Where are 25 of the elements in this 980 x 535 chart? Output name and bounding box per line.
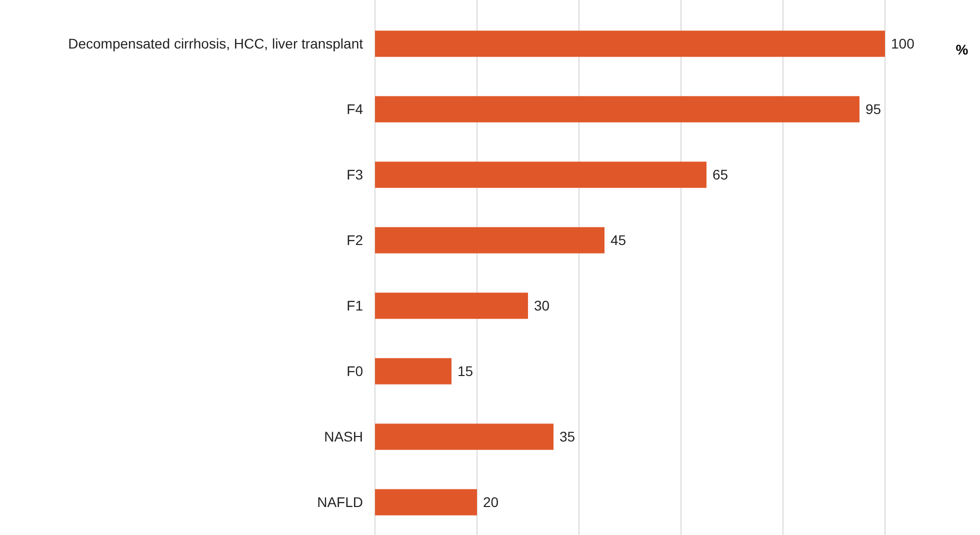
y-tick-label: F0 <box>346 363 364 380</box>
data-label: 15 <box>458 363 474 380</box>
data-label: 30 <box>534 298 550 314</box>
bar <box>375 424 554 450</box>
bar <box>375 30 885 57</box>
y-tick-label: F1 <box>346 298 364 314</box>
y-tick-label: NAFLD <box>317 494 363 510</box>
y-tick-label: Decompensated cirrhosis, HCC, liver transplant <box>68 36 364 52</box>
bar <box>375 227 604 254</box>
bar <box>375 292 528 319</box>
data-label: 65 <box>712 166 728 183</box>
y-tick-label: F2 <box>346 232 364 248</box>
bar <box>375 358 452 384</box>
data-label: 100 <box>891 36 915 52</box>
data-label: 20 <box>483 494 499 510</box>
text: % <box>956 42 969 58</box>
bar <box>375 162 706 188</box>
y-tick-label: NASH <box>324 428 363 445</box>
data-label: 95 <box>866 101 882 118</box>
bar <box>375 96 860 122</box>
bar <box>375 489 477 516</box>
data-label: 35 <box>560 428 576 445</box>
y-tick-label: F4 <box>346 101 364 118</box>
y-tick-label: F3 <box>346 166 364 183</box>
data-label: 45 <box>610 232 626 248</box>
